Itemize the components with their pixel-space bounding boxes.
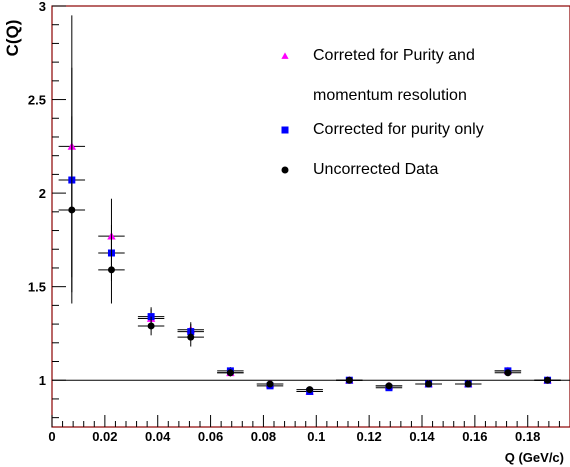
data-points bbox=[58, 15, 561, 395]
y-tick-label: 3 bbox=[39, 0, 46, 14]
marker-circle bbox=[281, 166, 289, 174]
plot-frame bbox=[51, 5, 570, 428]
legend-entry: Uncorrected Data bbox=[281, 161, 438, 178]
legend-label: Corrected for purity only bbox=[313, 121, 484, 138]
legend-label: Uncorrected Data bbox=[313, 161, 438, 178]
marker-circle bbox=[425, 380, 433, 388]
series-square bbox=[58, 67, 561, 395]
y-axis-title: C(Q) bbox=[3, 20, 22, 57]
marker-triangle bbox=[281, 52, 289, 59]
marker-circle bbox=[306, 386, 314, 394]
marker-circle bbox=[68, 206, 76, 214]
legend-label: momentum resolution bbox=[313, 87, 467, 104]
marker-circle bbox=[385, 382, 393, 390]
marker-circle bbox=[504, 369, 512, 377]
x-tick-label: 0.06 bbox=[198, 429, 223, 444]
x-tick-label: 0.16 bbox=[462, 429, 487, 444]
x-tick-label: 0.02 bbox=[92, 429, 117, 444]
y-tick-label: 1 bbox=[39, 373, 46, 388]
x-tick-label: 0.1 bbox=[307, 429, 325, 444]
x-tick-label: 0.04 bbox=[145, 429, 171, 444]
x-tick-label: 0 bbox=[48, 429, 55, 444]
x-axis-title: Q (GeV/c) bbox=[505, 450, 564, 465]
marker-circle bbox=[187, 333, 195, 341]
marker-square bbox=[281, 126, 289, 134]
series-circle bbox=[58, 116, 561, 394]
x-tick-label: 0.08 bbox=[251, 429, 276, 444]
legend-entry: Correted for Purity and momentum resoluti… bbox=[281, 47, 475, 104]
marker-circle bbox=[107, 266, 115, 274]
x-tick-label: 0.14 bbox=[409, 429, 435, 444]
marker-circle bbox=[345, 376, 353, 384]
axis-ticks: 0 0.02 0.04 0.06 0.08 0.1 0.12 0.14 0.16 0.18 1 1.5… bbox=[28, 0, 560, 444]
legend: Correted for Purity and momentum resoluti… bbox=[281, 47, 484, 178]
y-tick-label: 2.5 bbox=[28, 93, 46, 108]
marker-circle bbox=[147, 322, 155, 330]
y-tick-label: 2 bbox=[39, 186, 46, 201]
x-tick-label: 0.12 bbox=[356, 429, 381, 444]
series-triangle bbox=[58, 15, 561, 395]
legend-label: Correted for Purity and bbox=[313, 47, 475, 64]
marker-circle bbox=[464, 380, 472, 388]
marker-circle bbox=[266, 380, 274, 388]
marker-circle bbox=[226, 369, 234, 377]
marker-circle bbox=[544, 376, 552, 384]
legend-entry: Corrected for purity only bbox=[281, 121, 484, 138]
y-tick-label: 1.5 bbox=[28, 280, 46, 295]
x-tick-label: 0.18 bbox=[515, 429, 540, 444]
